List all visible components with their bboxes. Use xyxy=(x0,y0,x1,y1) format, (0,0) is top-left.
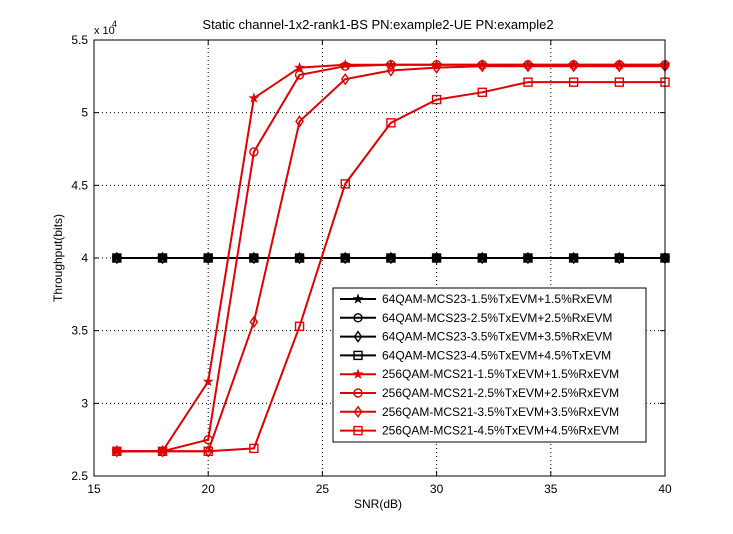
legend-marker xyxy=(353,405,363,419)
grid-lines xyxy=(94,40,665,476)
y-exponent-power: 4 xyxy=(112,19,117,29)
legend-entry-label: 256QAM-MCS21-1.5%TxEVM+1.5%RxEVM xyxy=(382,367,619,381)
x-tick-label: 15 xyxy=(87,482,101,496)
data-point-marker xyxy=(202,375,214,387)
data-point-marker xyxy=(386,118,396,128)
y-tick-label: 4.5 xyxy=(71,178,88,192)
data-point-marker xyxy=(203,445,213,458)
data-point-marker xyxy=(432,251,441,265)
data-point-marker xyxy=(249,253,259,263)
legend-marker xyxy=(352,293,364,304)
data-point-marker xyxy=(295,251,304,265)
data-point-marker xyxy=(112,253,122,263)
legend-entry-label: 256QAM-MCS21-3.5%TxEVM+3.5%RxEVM xyxy=(382,405,619,419)
y-tick-label: 4 xyxy=(81,251,88,265)
data-point-marker xyxy=(614,253,625,263)
data-point-marker xyxy=(523,253,533,263)
data-point-marker xyxy=(386,60,396,70)
data-point-marker xyxy=(431,60,442,70)
y-tick-label: 5.5 xyxy=(71,33,88,47)
data-point-marker xyxy=(112,446,122,456)
series-line xyxy=(116,81,665,453)
chart-title: Static channel-1x2-rank1-BS PN:example2-… xyxy=(202,17,553,32)
data-point-marker xyxy=(340,253,350,263)
data-point-marker xyxy=(203,251,213,265)
axis-ticks: 15 20 25 30 35 40 2.5 3 3.5 4 4.5 5 5.5 xyxy=(71,33,672,496)
data-point-marker xyxy=(569,59,578,73)
data-point-marker xyxy=(112,445,122,458)
legend-marker xyxy=(353,330,363,343)
data-point-marker xyxy=(523,59,533,73)
data-point-marker xyxy=(158,445,167,458)
data-point-marker xyxy=(340,251,350,265)
y-tick-label: 5 xyxy=(81,106,88,120)
data-point-marker xyxy=(431,253,442,263)
legend-entry-label: 64QAM-MCS23-3.5%TxEVM+3.5%RxEVM xyxy=(382,330,612,344)
data-point-marker xyxy=(386,251,396,265)
data-point-marker xyxy=(340,179,350,189)
legend-marker xyxy=(352,368,364,379)
data-point-marker xyxy=(386,253,396,263)
data-point-marker xyxy=(569,251,578,265)
legend-entry-label: 256QAM-MCS21-4.5%TxEVM+4.5%RxEVM xyxy=(382,424,619,438)
y-exponent-base: x 10 xyxy=(94,25,115,37)
data-point-marker xyxy=(203,253,213,263)
data-point-marker xyxy=(157,446,168,456)
data-point-marker xyxy=(477,253,487,263)
x-tick-label: 30 xyxy=(430,482,444,496)
data-point-marker xyxy=(112,251,122,265)
data-point-marker xyxy=(294,61,306,73)
data-point-marker xyxy=(614,251,624,265)
legend-entry-label: 256QAM-MCS21-2.5%TxEVM+2.5%RxEVM xyxy=(382,386,619,400)
data-point-marker xyxy=(386,64,396,77)
legend-marker xyxy=(353,425,363,436)
y-tick-label: 3 xyxy=(81,396,88,410)
x-tick-label: 35 xyxy=(544,482,558,496)
plot-series xyxy=(111,58,671,458)
legend-entry-label: 64QAM-MCS23-1.5%TxEVM+1.5%RxEVM xyxy=(382,292,612,306)
data-point-marker xyxy=(158,251,167,265)
x-tick-label: 40 xyxy=(658,482,672,496)
data-point-marker xyxy=(249,443,259,454)
x-tick-label: 20 xyxy=(202,482,216,496)
legend: 64QAM-MCS23-1.5%TxEVM+1.5%RxEVM 64QAM-MCS… xyxy=(332,287,647,443)
data-point-marker xyxy=(477,59,487,73)
data-point-marker xyxy=(477,87,487,98)
data-point-marker xyxy=(294,70,305,80)
data-point-marker xyxy=(614,77,625,87)
data-point-marker xyxy=(431,94,442,105)
data-point-marker xyxy=(523,77,533,87)
data-point-marker xyxy=(568,253,579,263)
data-point-marker xyxy=(340,73,350,86)
data-point-marker xyxy=(568,77,579,87)
data-point-marker xyxy=(294,253,305,263)
legend-entry-label: 64QAM-MCS23-4.5%TxEVM+4.5%TxEVM xyxy=(382,348,611,362)
legend-marker xyxy=(353,388,363,398)
data-point-marker xyxy=(249,251,259,265)
x-tick-label: 25 xyxy=(316,482,330,496)
legend-box xyxy=(332,287,647,443)
data-point-marker xyxy=(523,251,533,265)
data-point-marker xyxy=(249,315,259,329)
legend-marker xyxy=(353,313,363,323)
data-point-marker xyxy=(477,251,487,265)
x-axis-label: SNR(dB) xyxy=(354,497,402,511)
legend-marker xyxy=(353,350,363,361)
data-point-marker xyxy=(614,59,624,73)
data-point-marker xyxy=(249,147,259,157)
data-point-marker xyxy=(432,61,441,74)
y-tick-label: 3.5 xyxy=(71,324,88,338)
y-tick-label: 2.5 xyxy=(71,469,88,483)
data-point-marker xyxy=(295,115,304,128)
data-point-marker xyxy=(248,92,260,103)
data-point-marker xyxy=(157,253,168,263)
data-point-marker xyxy=(294,321,305,332)
y-axis-label: Throughput(bits) xyxy=(51,214,65,302)
data-point-marker xyxy=(203,446,213,456)
legend-entry-label: 64QAM-MCS23-2.5%TxEVM+2.5%RxEVM xyxy=(382,311,612,325)
data-point-marker xyxy=(340,61,350,71)
series-group xyxy=(112,253,670,263)
